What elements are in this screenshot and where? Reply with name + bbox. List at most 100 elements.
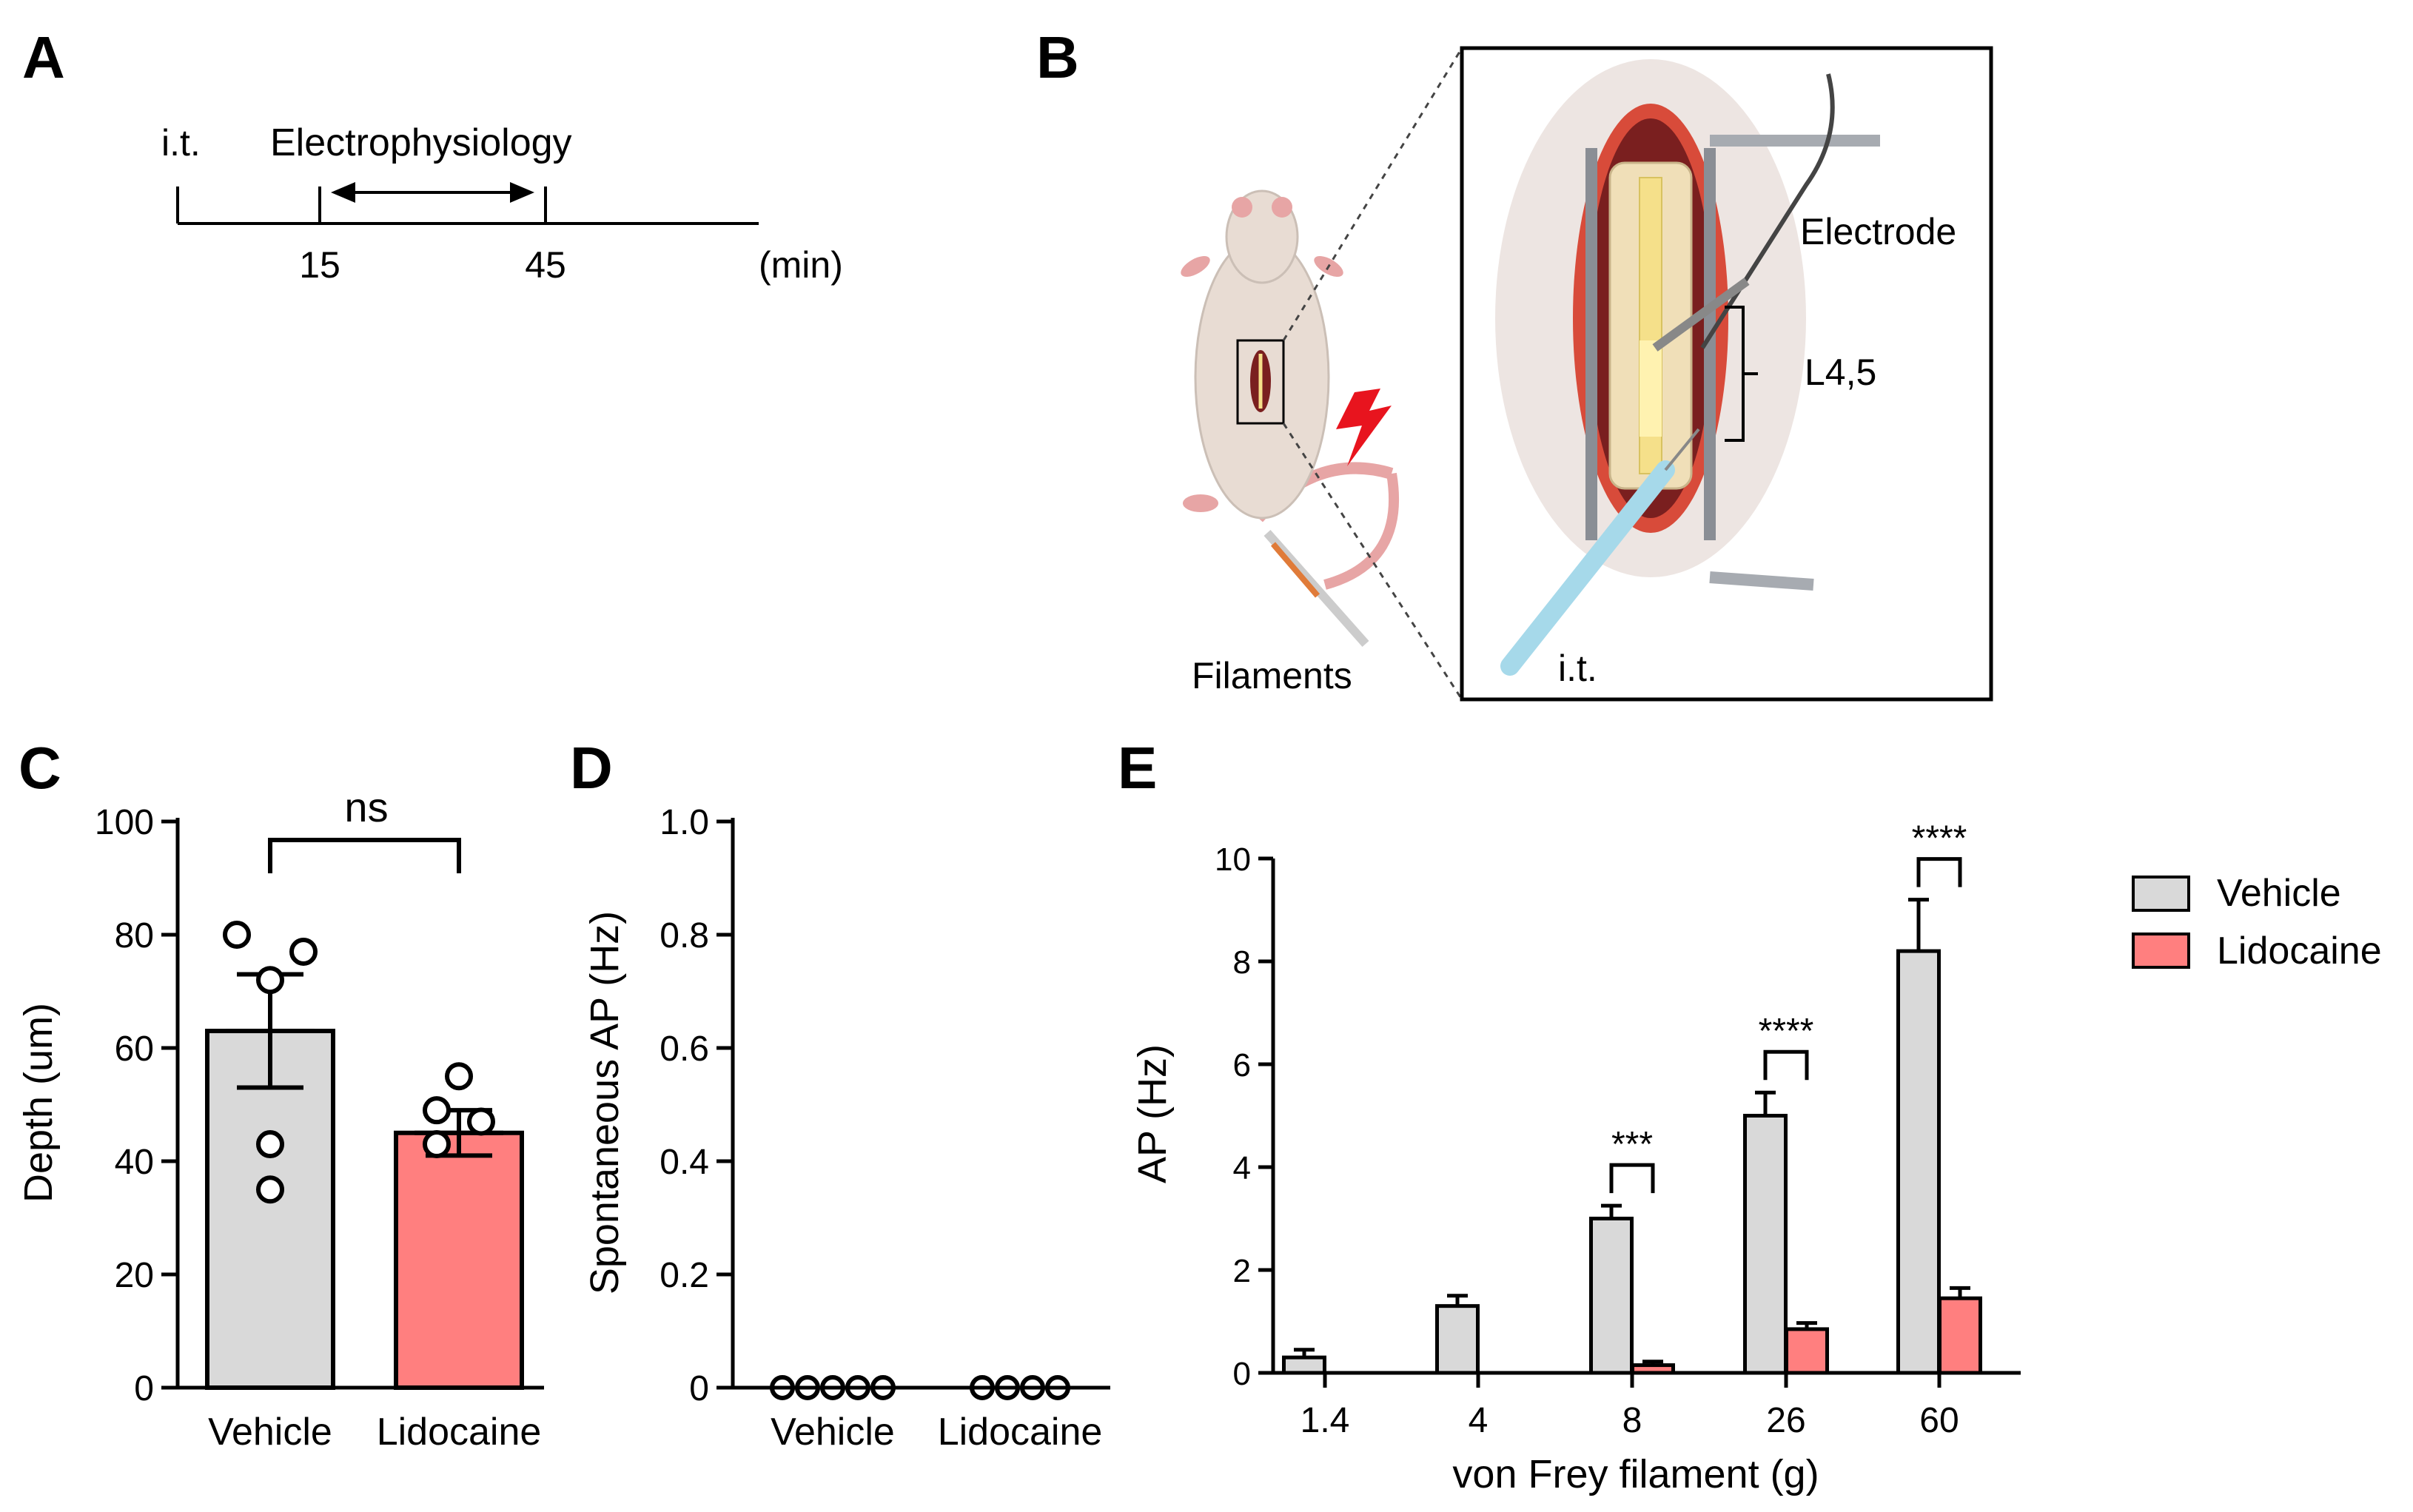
legend-swatch-lidocaine	[2132, 933, 2190, 969]
syringe-barrel	[1500, 460, 1675, 676]
c-significance-bracket	[268, 838, 461, 873]
c-x-tick-lidocaine: Lidocaine	[377, 1411, 542, 1454]
timeline-unit: (min)	[759, 244, 843, 286]
e-y-tick-label: 0	[1233, 1356, 1251, 1392]
e-y-tick-label: 10	[1215, 841, 1251, 878]
e-x-tick-label: 1.4	[1301, 1401, 1350, 1440]
d-y-tick-label: 0.6	[660, 1029, 709, 1069]
e-significance-bracket	[1916, 857, 1962, 887]
panel-c: C Depth (um) 0 20 40 60 80 100 ns Vehicle Lid…	[16, 735, 544, 1454]
c-y-tick-label: 0	[134, 1369, 154, 1408]
c-data-point	[256, 966, 284, 995]
electrode-label: Electrode	[1800, 211, 1956, 252]
e-significance-label: ***	[1611, 1125, 1653, 1164]
rat-illustration: Filaments	[1181, 189, 1400, 696]
c-y-ticks: 0 20 40 60 80 100	[95, 803, 178, 1408]
e-x-tick-label: 60	[1919, 1401, 1959, 1440]
e-y-tick-label: 6	[1233, 1047, 1251, 1083]
c-bar-vehicle	[205, 1029, 335, 1391]
legend-label-lidocaine: Lidocaine	[2217, 930, 2382, 972]
c-x-tick-vehicle: Vehicle	[208, 1411, 332, 1454]
electrode-cable	[1700, 73, 1835, 349]
e-x-tick-label: 4	[1469, 1401, 1489, 1440]
e-bar-vehicle	[1435, 1304, 1480, 1375]
d-y-tick-label: 1.0	[660, 803, 709, 842]
syringe-needle	[1664, 428, 1700, 471]
d-x-tick-lidocaine: Lidocaine	[938, 1411, 1103, 1454]
timeline-tick-label-15: 15	[299, 244, 340, 286]
surgical-window-box	[1236, 339, 1285, 425]
rat-paw-front-left	[1181, 256, 1210, 277]
e-bar-lidocaine	[1938, 1296, 1982, 1375]
e-bar-vehicle	[1896, 949, 1941, 1375]
e-y-tick-label: 8	[1233, 944, 1251, 981]
c-y-tick-label: 60	[115, 1029, 154, 1069]
d-x-tick-vehicle: Vehicle	[771, 1411, 895, 1454]
e-plot-area: ***********	[1282, 819, 1982, 1375]
c-plot-area	[205, 838, 524, 1391]
rat-ear-left	[1232, 197, 1252, 218]
e-significance-bracket	[1763, 1049, 1809, 1081]
e-x-tick-label: 26	[1766, 1401, 1805, 1440]
rat-paw-hind-left	[1183, 494, 1218, 512]
panel-a: A i.t. Electrophysiology 15 45 (min)	[22, 24, 843, 286]
e-legend: Vehicle Lidocaine	[2132, 872, 2382, 972]
e-bar-vehicle	[1589, 1217, 1634, 1375]
e-y-tick-label: 2	[1233, 1253, 1251, 1289]
c-data-point	[467, 1107, 495, 1136]
panel-a-letter: A	[22, 24, 65, 90]
c-data-point	[223, 921, 251, 949]
inset-l45-segment	[1640, 340, 1662, 437]
level-label: L4,5	[1805, 352, 1876, 393]
inset-surgical-view: Electrode L4,5 i.t.	[1460, 46, 1993, 702]
timeline-tick-label-45: 45	[525, 244, 566, 286]
e-significance-label: ****	[1759, 1012, 1814, 1051]
e-bar-vehicle	[1282, 1355, 1326, 1375]
rat-tail-curl	[1323, 472, 1400, 590]
panel-d: D Spontaneous AP (Hz) 0 0.2 0.4 0.6 0.8 1.0 V…	[570, 735, 1110, 1454]
panel-e-letter: E	[1118, 735, 1157, 801]
zoom-connector-bottom	[1282, 423, 1463, 700]
panel-d-letter: D	[570, 735, 613, 801]
c-y-tick-label: 80	[115, 916, 154, 955]
c-y-axis-label: Depth (um)	[16, 1003, 61, 1203]
c-data-point	[445, 1062, 473, 1091]
rat-ear-right	[1272, 197, 1292, 218]
d-y-tick-label: 0	[689, 1369, 709, 1408]
e-x-ticks: 1.4 4 8 26 60	[1301, 1373, 1959, 1440]
inset-it-label: i.t.	[1558, 648, 1597, 689]
e-x-axis-label: von Frey filament (g)	[1452, 1452, 1819, 1496]
c-data-point	[423, 1130, 451, 1159]
legend-swatch-vehicle	[2132, 876, 2190, 912]
c-y-tick-label: 40	[115, 1143, 154, 1182]
zoom-connector-top	[1282, 47, 1463, 341]
filament-handle	[1263, 530, 1369, 647]
d-y-ticks: 0 0.2 0.4 0.6 0.8 1.0	[660, 803, 733, 1408]
e-bar-vehicle	[1743, 1114, 1788, 1375]
stimulus-bolt-icon	[1336, 389, 1392, 466]
c-bar-lidocaine	[394, 1130, 524, 1390]
e-significance-bracket	[1609, 1163, 1655, 1194]
c-y-tick-label: 100	[95, 803, 154, 842]
e-bar-lidocaine	[1785, 1327, 1829, 1375]
e-y-tick-label: 4	[1233, 1150, 1251, 1186]
e-x-tick-label: 8	[1622, 1401, 1642, 1440]
d-y-tick-label: 0.4	[660, 1143, 709, 1182]
timeline-arrowhead-right	[510, 182, 534, 203]
panel-b: B Filaments	[1036, 24, 1993, 702]
c-data-point	[256, 1130, 284, 1159]
clamp-bar-bottom	[1709, 571, 1814, 591]
c-data-point	[289, 937, 318, 966]
level-bracket	[1725, 306, 1758, 442]
c-data-point	[256, 1175, 284, 1204]
c-data-point	[423, 1096, 451, 1125]
filaments-label: Filaments	[1192, 655, 1352, 696]
d-y-tick-label: 0.8	[660, 916, 709, 955]
c-y-tick-label: 20	[115, 1256, 154, 1295]
panel-b-letter: B	[1036, 24, 1079, 90]
timeline-arrowhead-left	[331, 182, 355, 203]
filament-tip	[1270, 542, 1320, 598]
d-y-axis-label: Spontaneous AP (Hz)	[583, 911, 627, 1294]
